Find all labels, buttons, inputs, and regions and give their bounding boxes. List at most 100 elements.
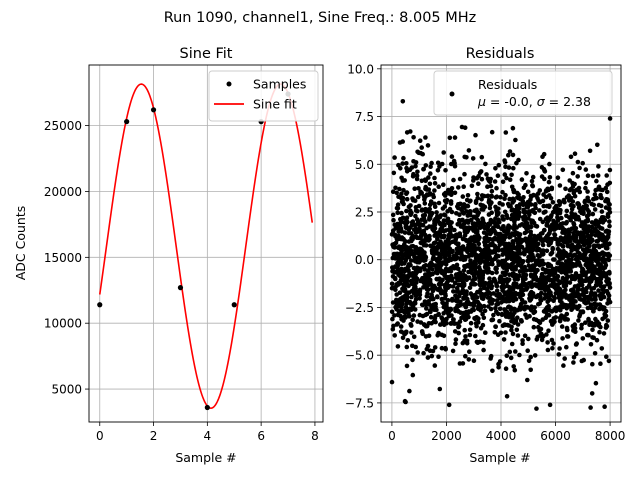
residual-point (424, 225, 429, 231)
residual-point (486, 283, 491, 289)
residual-point (590, 211, 596, 217)
residual-point (556, 237, 562, 243)
residual-point (509, 327, 514, 333)
residual-point (456, 330, 462, 336)
residual-point (393, 226, 398, 231)
sine-fit-x-tick-label: 8 (311, 429, 319, 443)
residual-point (390, 326, 396, 332)
residual-point (479, 193, 485, 198)
residual-point (454, 262, 460, 268)
residual-point (506, 152, 511, 158)
residual-point (530, 255, 536, 261)
residual-point (456, 266, 461, 272)
residual-point (596, 261, 602, 266)
residual-point (579, 322, 584, 328)
residual-point (447, 246, 453, 251)
residual-point (400, 244, 405, 250)
residual-point (422, 201, 428, 206)
residual-point (531, 316, 537, 322)
residual-point (555, 218, 561, 223)
residual-point (457, 212, 462, 217)
residual-point (453, 233, 458, 238)
residual-point (603, 260, 608, 266)
residual-point (500, 280, 506, 285)
residual-point (546, 179, 552, 185)
residual-point (396, 303, 402, 309)
residual-point (469, 217, 474, 223)
residual-point (478, 169, 484, 174)
residual-point (490, 368, 495, 374)
residual-point (589, 290, 594, 295)
residual-point (441, 221, 447, 226)
residual-point (522, 333, 528, 339)
residual-point (425, 143, 431, 148)
residual-point (481, 340, 486, 345)
residual-point (516, 195, 522, 200)
residual-point (416, 260, 422, 265)
residual-point (592, 207, 598, 212)
residual-point (604, 189, 610, 195)
residual-point (419, 208, 425, 213)
residual-point (565, 237, 570, 243)
residual-point (410, 243, 416, 249)
residual-point (431, 228, 437, 233)
residuals-y-tick-label: 5.0 (355, 158, 374, 172)
residual-point (600, 286, 605, 292)
residual-point (481, 285, 487, 291)
residual-point (403, 289, 409, 295)
residual-point (531, 294, 536, 299)
residuals-y-tick-label: −7.5 (345, 396, 374, 410)
residual-point (453, 337, 459, 342)
residual-point (585, 189, 590, 194)
residual-point (447, 227, 453, 233)
residual-point (440, 319, 446, 324)
residual-point (396, 245, 401, 251)
residual-point (466, 314, 471, 320)
residual-point (574, 187, 580, 193)
residual-point (548, 293, 554, 298)
residual-point (489, 283, 495, 289)
residual-point (417, 312, 423, 318)
residual-point (571, 203, 576, 209)
residual-point (424, 286, 430, 292)
residual-point (572, 212, 578, 217)
residual-point (408, 231, 414, 236)
residual-point (578, 280, 584, 285)
residual-point (529, 238, 535, 243)
residual-point (548, 263, 554, 269)
residual-point (536, 261, 542, 267)
residual-point (584, 270, 589, 275)
residual-point (392, 333, 398, 338)
residual-point (413, 226, 418, 231)
residual-point (552, 226, 558, 231)
residual-point (496, 162, 502, 168)
residual-point (439, 315, 444, 320)
residual-point (429, 160, 434, 166)
residual-point (404, 295, 410, 300)
residual-point (392, 313, 397, 318)
residual-point (469, 261, 474, 267)
residual-point (508, 285, 513, 291)
residual-point (407, 388, 412, 394)
residual-point (451, 177, 456, 183)
residual-point (496, 292, 501, 298)
residual-point (390, 189, 396, 194)
residual-point (596, 202, 602, 208)
residual-point (583, 238, 589, 243)
residual-point (430, 256, 436, 262)
residual-point (533, 237, 539, 243)
residual-point (467, 199, 473, 204)
residual-point (522, 213, 528, 219)
residual-point (483, 330, 488, 336)
residual-point (469, 183, 475, 189)
sine-fit-x-tick-label: 6 (257, 429, 265, 443)
residual-point (522, 251, 527, 257)
residual-point (590, 276, 595, 282)
residuals-y-tick-label: 7.5 (355, 110, 374, 124)
residual-point (390, 316, 395, 322)
residual-point (525, 348, 530, 354)
residual-point (456, 309, 461, 314)
residual-point (604, 354, 609, 360)
residual-point (463, 334, 468, 339)
residual-point (556, 295, 562, 301)
